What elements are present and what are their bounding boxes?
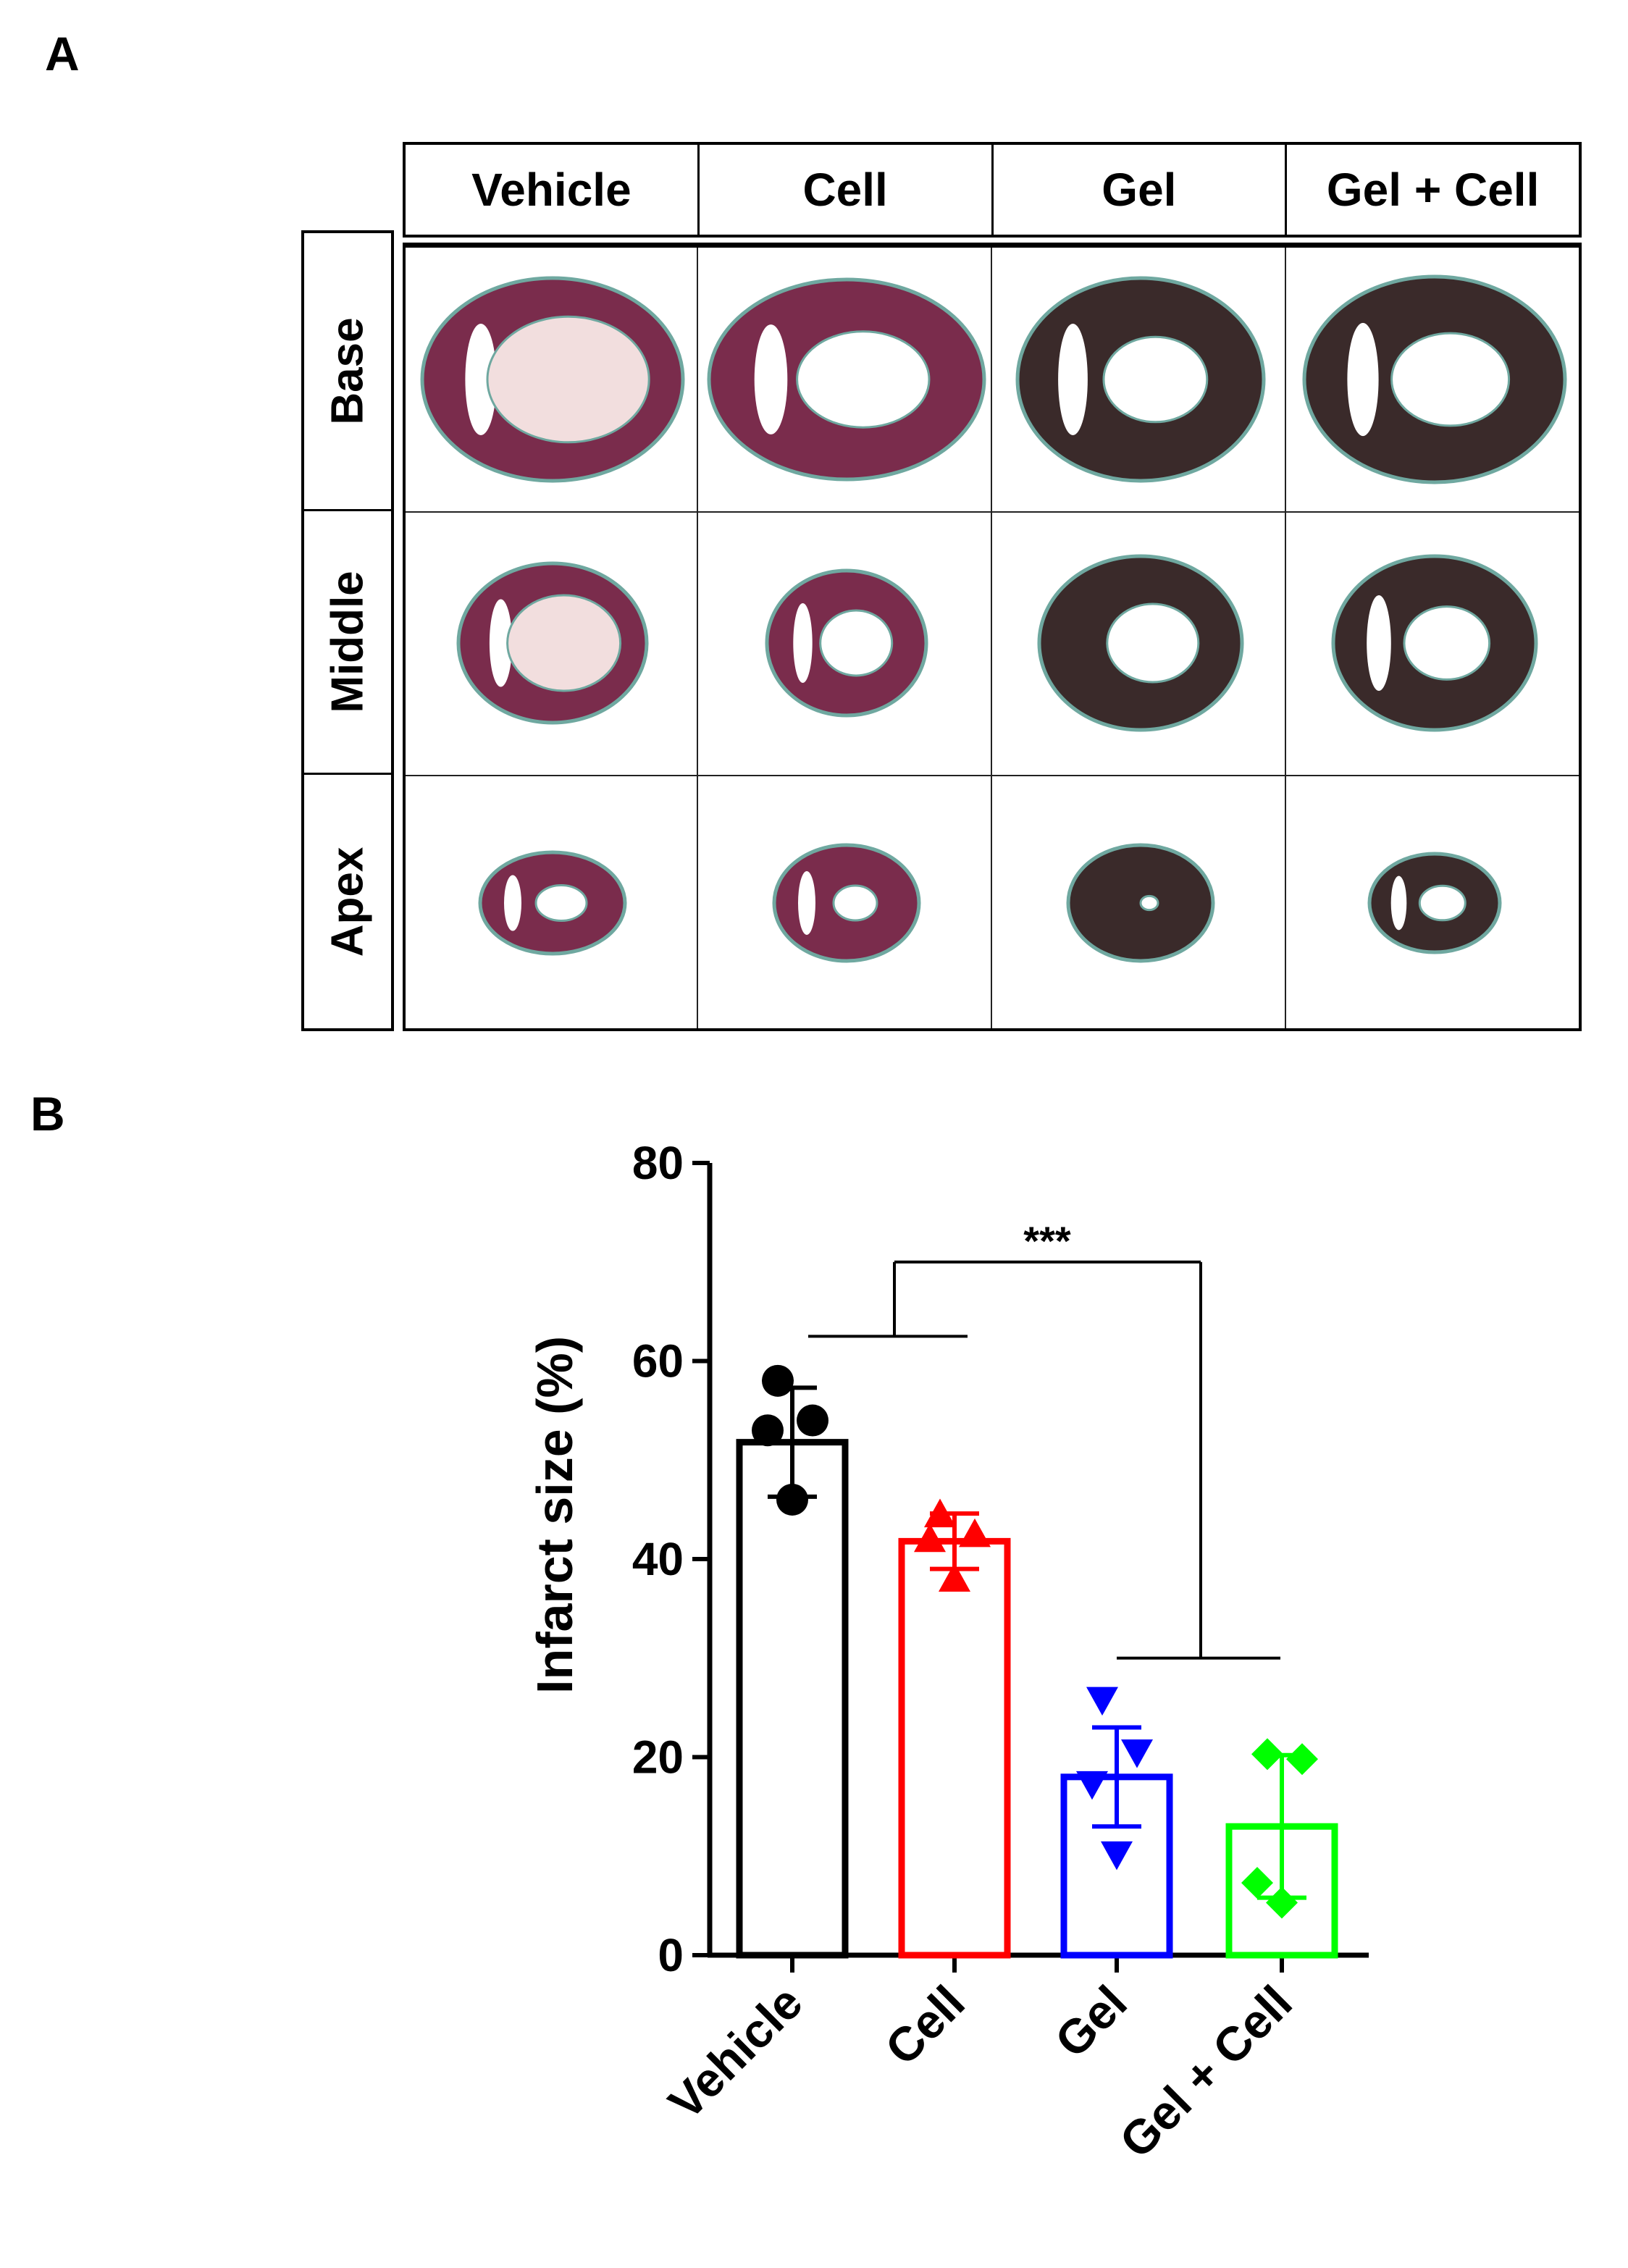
row-labels: Base Middle Apex xyxy=(301,230,394,1031)
y-axis-title: Infarct size (%) xyxy=(526,1336,583,1694)
column-header-cell: Cell xyxy=(700,145,994,235)
y-tick-label-40: 40 xyxy=(632,1533,684,1585)
panel-b-label: B xyxy=(30,1087,65,1141)
data-point-1-0 xyxy=(924,1498,956,1528)
y-tick-label-0: 0 xyxy=(658,1929,684,1981)
heart-section-middle-vehicle xyxy=(406,511,700,775)
heart-section-base-vehicle xyxy=(406,248,700,511)
data-point-0-3 xyxy=(776,1483,808,1516)
histology-grid xyxy=(403,245,1582,1031)
heart-section-apex-vehicle xyxy=(406,775,700,1031)
data-point-0-0 xyxy=(762,1364,794,1397)
x-tick-label-3: Gel + Cell xyxy=(1109,1975,1302,2168)
x-tick-label-0: Vehicle xyxy=(658,1975,813,2130)
row-label-apex: Apex xyxy=(322,847,373,957)
column-header-row: Vehicle Cell Gel Gel + Cell xyxy=(403,142,1582,245)
heart-section-middle-cell xyxy=(700,511,994,775)
significance-stars: *** xyxy=(1023,1218,1071,1264)
significance-bracket: *** xyxy=(808,1218,1280,1660)
data-point-1-2 xyxy=(914,1523,946,1553)
x-tick-label-2: Gel xyxy=(1044,1975,1137,2068)
data-point-3-1 xyxy=(1286,1743,1318,1776)
data-point-3-2 xyxy=(1241,1867,1273,1899)
bar-vehicle xyxy=(736,1439,849,1959)
row-label-middle: Middle xyxy=(304,511,391,775)
heart-section-base-cell xyxy=(700,248,994,511)
data-point-2-0 xyxy=(1086,1687,1118,1716)
data-point-0-1 xyxy=(797,1404,828,1437)
x-tick-label-1: Cell xyxy=(875,1975,975,2075)
row-label-base: Base xyxy=(304,233,391,511)
data-point-1-3 xyxy=(939,1563,970,1592)
column-header-vehicle: Vehicle xyxy=(406,145,700,235)
data-point-2-3 xyxy=(1101,1841,1133,1870)
data-point-2-2 xyxy=(1076,1771,1108,1800)
column-header-gel: Gel xyxy=(994,145,1288,235)
heart-section-apex-cell xyxy=(700,775,994,1031)
heart-section-apex-gel-cell xyxy=(1288,775,1582,1031)
y-tick-label-80: 80 xyxy=(632,1137,684,1189)
y-tick-label-20: 20 xyxy=(632,1731,684,1784)
heart-section-middle-gel xyxy=(994,511,1288,775)
data-point-3-3 xyxy=(1266,1886,1298,1919)
column-header-gel-cell: Gel + Cell xyxy=(1326,164,1540,216)
y-tick-label-60: 60 xyxy=(632,1335,684,1387)
heart-section-base-gel-cell xyxy=(1288,248,1582,511)
data-point-2-1 xyxy=(1121,1739,1153,1768)
data-point-0-2 xyxy=(752,1414,784,1447)
panel-a-label: A xyxy=(45,27,80,80)
heart-section-apex-gel xyxy=(994,775,1288,1031)
heart-section-base-gel xyxy=(994,248,1288,511)
bar-cell xyxy=(898,1537,1011,1959)
data-point-3-0 xyxy=(1251,1738,1283,1771)
heart-section-middle-gel-cell xyxy=(1288,511,1582,775)
data-point-1-1 xyxy=(959,1518,991,1547)
